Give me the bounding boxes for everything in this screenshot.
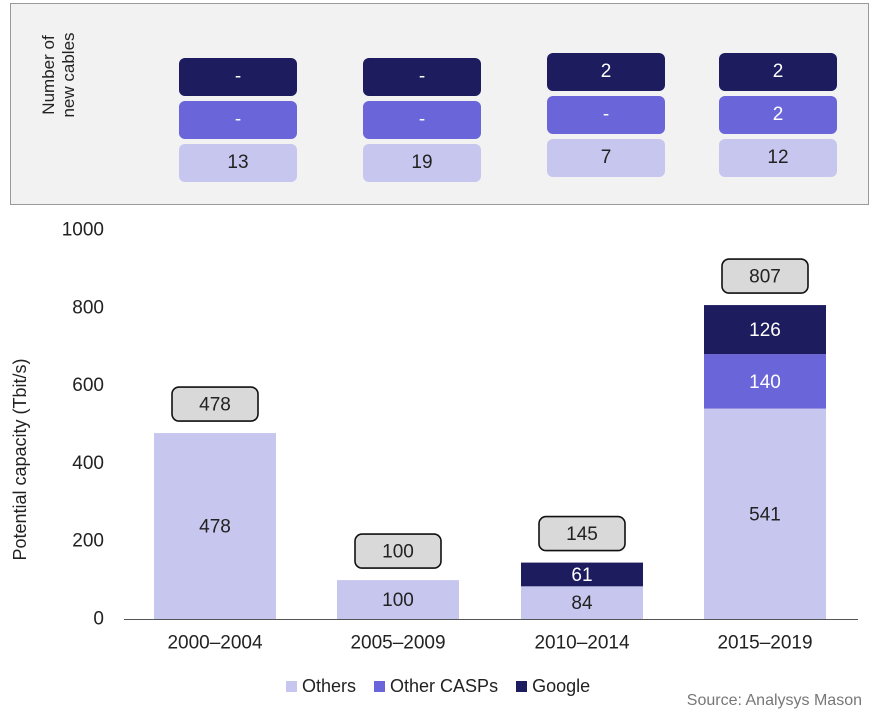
- bar-value-label: 541: [749, 504, 781, 525]
- total-value-label: 807: [749, 267, 781, 288]
- cable-count-google: 2: [719, 53, 837, 91]
- y-tick-label: 400: [72, 453, 104, 474]
- cable-count-other-casps: -: [547, 96, 665, 134]
- cable-count-others: 13: [179, 144, 297, 182]
- bar-segment-google: [521, 562, 643, 587]
- y-tick-label: 1000: [62, 220, 104, 241]
- y-tick-label: 800: [72, 297, 104, 318]
- cable-count-others: 12: [719, 139, 837, 177]
- bar-value-label: 126: [749, 320, 781, 341]
- source-note: Source: Analysys Mason: [686, 692, 862, 709]
- total-value-label: 145: [566, 524, 598, 545]
- legend-swatch-google: [516, 681, 528, 692]
- legend-item-google: Google: [516, 676, 590, 697]
- legend-swatch-other-casps: [374, 681, 386, 692]
- cable-count-google: 2: [547, 53, 665, 91]
- y-tick-label: 200: [72, 531, 104, 552]
- x-tick-label: 2015–2019: [717, 633, 812, 654]
- bar-segment-others: [704, 408, 826, 619]
- total-callout: [171, 386, 259, 422]
- total-callout: [538, 515, 626, 552]
- cable-count-other-casps: 2: [719, 96, 837, 134]
- x-tick-label: 2000–2004: [167, 633, 263, 654]
- cable-count-other-casps: -: [179, 101, 297, 139]
- legend-label-others: Others: [302, 676, 357, 696]
- x-tick-label: 2010–2014: [534, 633, 630, 654]
- cable-count-google: -: [363, 58, 481, 96]
- cable-count-others: 19: [363, 144, 481, 182]
- bar-value-label: 61: [571, 565, 592, 586]
- bar-segment-other-casps: [704, 354, 826, 409]
- new-cables-panel: Number of new cables - - 13 - - 19 2 - 7…: [10, 3, 869, 205]
- legend-label-other-casps: Other CASPs: [390, 676, 499, 696]
- legend-item-others: Others: [286, 676, 356, 697]
- total-value-label: 100: [382, 542, 414, 563]
- y-axis-label: Potential capacity (Tbit/s): [10, 358, 30, 560]
- bar-value-label: 84: [571, 593, 593, 614]
- total-callout: [354, 533, 442, 569]
- bar-value-label: 478: [199, 517, 231, 538]
- x-tick-label: 2005–2009: [350, 633, 445, 654]
- total-value-label: 478: [199, 395, 231, 416]
- y-tick-label: 600: [72, 375, 104, 396]
- bar-segment-others: [337, 580, 459, 619]
- bar-value-label: 100: [382, 590, 414, 611]
- y-tick-label: 0: [93, 609, 104, 630]
- bar-segment-others: [154, 433, 276, 619]
- legend-item-other-casps: Other CASPs: [374, 676, 498, 697]
- cable-count-others: 7: [547, 139, 665, 177]
- cable-count-other-casps: -: [363, 101, 481, 139]
- legend-label-google: Google: [532, 676, 591, 696]
- bar-segment-others: [521, 586, 643, 619]
- total-callout: [721, 258, 809, 294]
- bar-segment-google: [704, 305, 826, 355]
- legend: Others Other CASPs Google: [286, 676, 590, 697]
- bar-value-label: 140: [749, 372, 781, 393]
- legend-swatch-others: [286, 681, 297, 692]
- cable-count-google: -: [179, 58, 297, 96]
